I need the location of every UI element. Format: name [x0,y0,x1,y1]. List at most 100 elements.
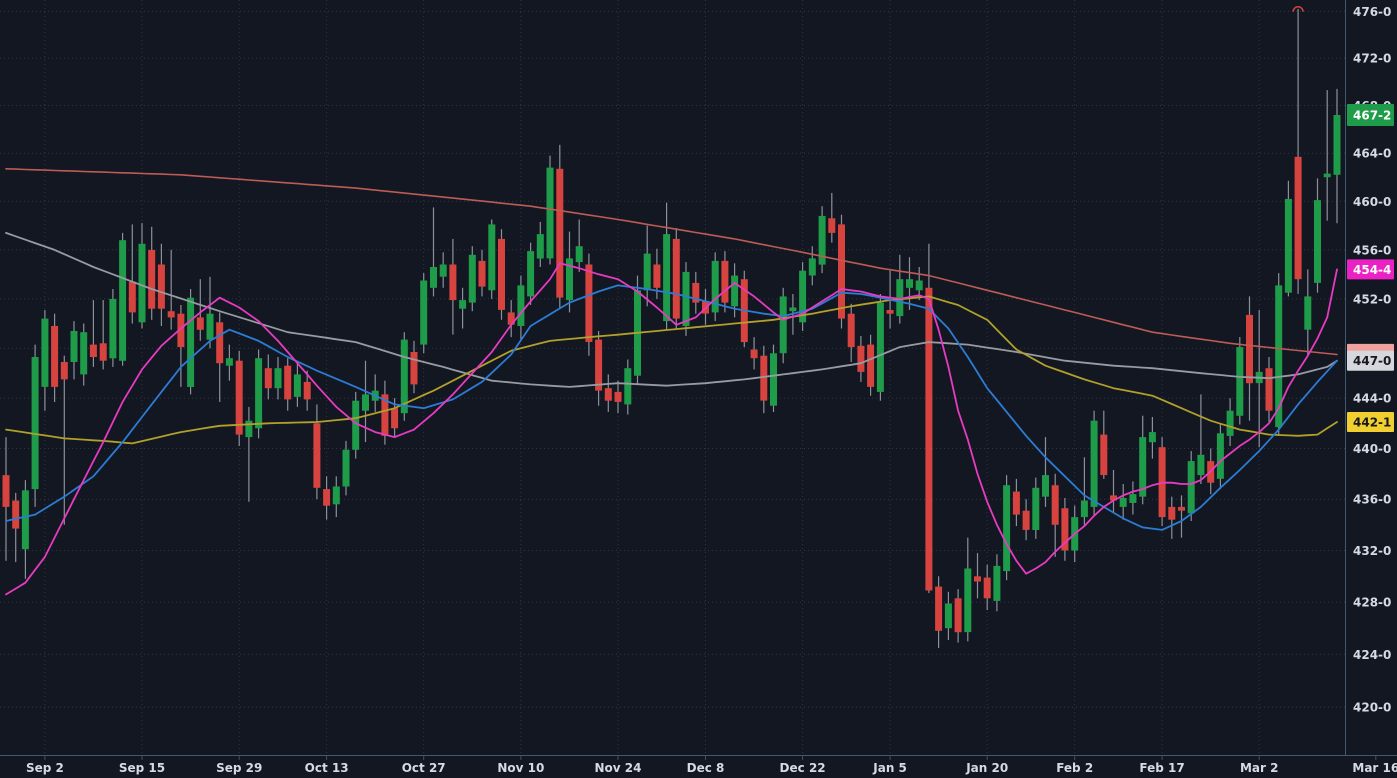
candle-body[interactable] [381,394,389,436]
candle-body[interactable] [604,388,612,401]
candle-body[interactable] [682,271,690,326]
candle-body[interactable] [1168,506,1176,520]
candle-body[interactable] [128,281,136,313]
candle-body[interactable] [109,298,117,359]
candle-body[interactable] [614,391,622,402]
candle-body[interactable] [711,260,719,313]
candle-body[interactable] [1333,115,1341,175]
ma-magenta-line[interactable] [5,262,1338,596]
candle-body[interactable] [507,312,515,325]
candle-body[interactable] [245,420,253,438]
candle-body[interactable] [527,251,535,297]
ma-long-red-line[interactable] [5,168,1338,356]
candle-body[interactable] [876,302,884,392]
candle-body[interactable] [993,565,1001,601]
candle-body[interactable] [1032,487,1040,530]
candle-body[interactable] [293,374,301,397]
candle-body[interactable] [31,357,39,490]
candle-body[interactable] [760,355,768,401]
candle-body[interactable] [80,332,88,375]
ma-yellow-line[interactable] [5,295,1338,445]
candle-body[interactable] [624,368,632,405]
candle-body[interactable] [906,279,913,288]
candle-body[interactable] [1129,494,1137,503]
candle-body[interactable] [799,270,807,323]
candle-body[interactable] [1022,510,1030,530]
candle-body[interactable] [60,362,68,380]
candle-body[interactable] [983,577,991,599]
candle-body[interactable] [1100,434,1108,476]
candle-body[interactable] [653,264,661,288]
candle-body[interactable] [235,360,243,435]
candle-body[interactable] [721,260,729,303]
candle-body[interactable] [157,264,165,309]
candle-body[interactable] [177,313,185,348]
candle-body[interactable] [1226,410,1234,436]
candle-body[interactable] [391,408,399,429]
candle-body[interactable] [439,264,447,277]
candle-body[interactable] [896,279,904,317]
candle-body[interactable] [546,167,554,259]
candle-body[interactable] [1323,173,1331,178]
candle-body[interactable] [828,218,836,233]
candle-body[interactable] [517,285,525,326]
candle-body[interactable] [1051,485,1059,525]
candle-body[interactable] [1139,437,1147,497]
candle-body[interactable] [468,254,476,303]
candle-body[interactable] [1197,454,1205,476]
candle-body[interactable] [770,353,777,406]
ma-gray-line[interactable] [5,232,1338,388]
candle-body[interactable] [1110,495,1117,501]
candle-body[interactable] [867,344,875,387]
candle-body[interactable] [536,234,544,259]
candle-body[interactable] [274,368,282,389]
candle-body[interactable] [410,352,418,385]
candle-body[interactable] [12,500,20,529]
candle-body[interactable] [1314,200,1321,283]
candle-body[interactable] [70,331,78,362]
candle-body[interactable] [488,224,496,291]
candle-body[interactable] [352,400,360,450]
candle-body[interactable] [459,300,467,309]
candle-body[interactable] [332,486,340,505]
candle-body[interactable] [1236,347,1244,416]
candle-body[interactable] [789,307,797,312]
candle-body[interactable] [255,358,263,429]
candle-body[interactable] [1003,485,1011,572]
candle-body[interactable] [478,260,486,287]
candle-body[interactable] [51,326,59,387]
candle-body[interactable] [595,339,603,391]
ma-blue-line[interactable] [5,284,1338,531]
candle-body[interactable] [1275,285,1283,428]
candle-body[interactable] [216,322,224,364]
candle-body[interactable] [420,280,428,345]
candle-body[interactable] [21,490,29,550]
candle-body[interactable] [692,282,700,303]
candle-body[interactable] [663,234,671,322]
candle-body[interactable] [925,287,933,591]
candle-body[interactable] [1042,475,1049,497]
candle-body[interactable] [41,318,49,387]
candle-body[interactable] [847,313,855,348]
candle-body[interactable] [643,253,651,291]
candle-body[interactable] [498,238,505,310]
candle-body[interactable] [225,358,233,366]
candle-body[interactable] [196,317,204,330]
candle-body[interactable] [1119,498,1127,507]
candle-body[interactable] [838,224,845,319]
candle-body[interactable] [1080,500,1088,518]
price-axis[interactable] [1346,0,1397,778]
candle-body[interactable] [400,339,408,414]
candle-body[interactable] [449,264,457,301]
candle-body[interactable] [1061,508,1069,551]
candle-body[interactable] [264,368,272,389]
candle-body[interactable] [964,568,972,633]
candle-body[interactable] [915,280,923,291]
candle-body[interactable] [430,267,437,288]
candle-body[interactable] [1304,296,1312,330]
candle-body[interactable] [1246,314,1253,384]
candle-body[interactable] [99,343,107,361]
candle-body[interactable] [313,423,321,488]
candle-body[interactable] [119,240,127,361]
